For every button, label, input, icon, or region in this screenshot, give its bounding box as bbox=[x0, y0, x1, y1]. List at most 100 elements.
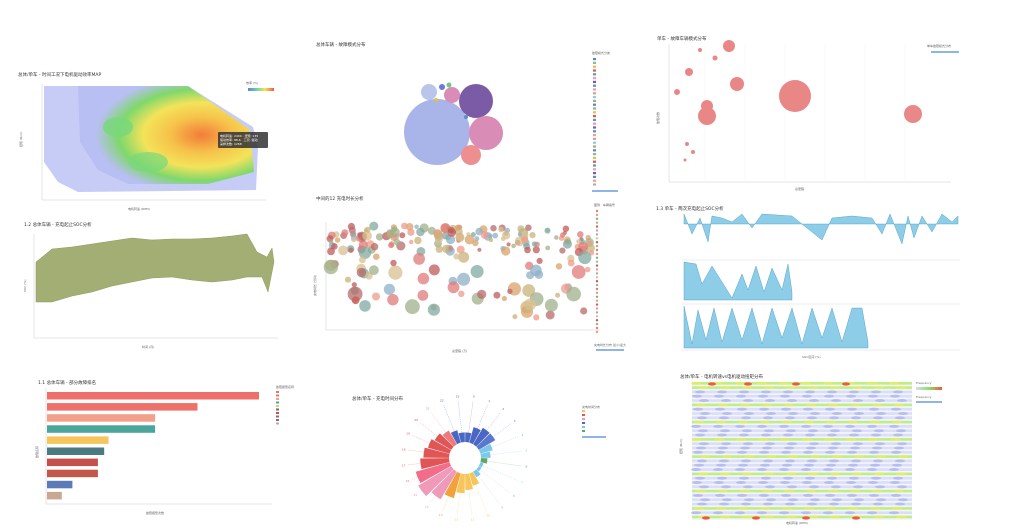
polar-bar[interactable] bbox=[465, 473, 473, 490]
scatter-point[interactable] bbox=[531, 241, 537, 247]
legend-swatch[interactable] bbox=[593, 92, 596, 95]
legend-swatch[interactable] bbox=[593, 126, 596, 129]
polar-bar[interactable] bbox=[480, 458, 488, 464]
scatter-point[interactable] bbox=[351, 296, 360, 305]
legend-swatch[interactable] bbox=[593, 134, 596, 137]
scatter-point[interactable] bbox=[470, 265, 484, 278]
legend-swatch[interactable] bbox=[593, 141, 596, 144]
scatter-point[interactable] bbox=[555, 292, 561, 298]
polar-bar[interactable] bbox=[476, 466, 482, 472]
polar-bar[interactable] bbox=[428, 439, 452, 454]
scatter-point[interactable] bbox=[341, 229, 349, 237]
legend-swatch[interactable] bbox=[593, 179, 596, 182]
scatter-point[interactable] bbox=[435, 245, 443, 253]
scatter-point[interactable] bbox=[348, 247, 354, 253]
scatter-point[interactable] bbox=[457, 272, 471, 286]
scatter-point[interactable] bbox=[417, 290, 429, 301]
scatter-point[interactable] bbox=[359, 300, 371, 312]
legend-swatch[interactable] bbox=[593, 172, 596, 175]
scatter-point[interactable] bbox=[417, 272, 430, 285]
legend-swatch[interactable] bbox=[593, 149, 596, 152]
legend-swatch[interactable] bbox=[595, 209, 599, 213]
legend-swatch[interactable] bbox=[276, 408, 279, 411]
scatter-point[interactable] bbox=[369, 265, 379, 276]
scatter-point[interactable] bbox=[544, 298, 558, 312]
legend-swatch[interactable] bbox=[595, 322, 599, 326]
legend-swatch[interactable] bbox=[595, 272, 599, 275]
polar-bar[interactable] bbox=[431, 469, 457, 500]
scatter-point[interactable] bbox=[414, 236, 422, 245]
legend-swatch[interactable] bbox=[593, 69, 596, 72]
bar[interactable] bbox=[47, 436, 109, 444]
legend-swatch[interactable] bbox=[593, 103, 596, 106]
scatter-point[interactable] bbox=[506, 242, 511, 247]
scatter-point[interactable] bbox=[401, 222, 408, 230]
scatter-point[interactable] bbox=[405, 299, 420, 315]
legend-swatch[interactable] bbox=[593, 122, 596, 125]
legend-swatch[interactable] bbox=[593, 61, 596, 64]
bar[interactable] bbox=[47, 392, 259, 400]
scatter-point[interactable] bbox=[456, 245, 465, 254]
legend-swatch[interactable] bbox=[595, 264, 599, 267]
scatter-point[interactable] bbox=[480, 231, 489, 239]
legend-swatch[interactable] bbox=[595, 299, 599, 302]
scatter-point[interactable] bbox=[517, 232, 522, 237]
legend-swatch[interactable] bbox=[595, 276, 599, 279]
legend-swatch[interactable] bbox=[595, 283, 599, 287]
scatter-point[interactable] bbox=[338, 245, 348, 256]
scatter-point[interactable] bbox=[455, 228, 463, 236]
polar-bar[interactable] bbox=[478, 462, 484, 468]
bar[interactable] bbox=[47, 491, 62, 500]
scatter-point[interactable] bbox=[393, 238, 401, 246]
polar-bar[interactable] bbox=[465, 432, 472, 443]
legend-swatch[interactable] bbox=[595, 307, 599, 310]
legend-swatch[interactable] bbox=[593, 175, 596, 178]
legend-swatch[interactable] bbox=[593, 137, 596, 140]
scatter-point[interactable] bbox=[555, 263, 563, 270]
legend-swatch[interactable] bbox=[595, 229, 599, 232]
scatter-point[interactable] bbox=[580, 307, 588, 315]
scatter-point[interactable] bbox=[477, 247, 482, 252]
polar-bar[interactable] bbox=[456, 473, 465, 494]
scatter-point[interactable] bbox=[532, 246, 540, 254]
scatter-point[interactable] bbox=[562, 225, 570, 232]
scatter-point[interactable] bbox=[413, 253, 425, 265]
legend-swatch[interactable] bbox=[595, 213, 599, 217]
polar-bar[interactable] bbox=[420, 458, 450, 470]
scatter-point[interactable] bbox=[407, 228, 415, 236]
scatter-point[interactable] bbox=[327, 247, 335, 256]
bar[interactable] bbox=[47, 425, 156, 433]
legend-swatch[interactable] bbox=[276, 405, 279, 407]
scatter-point[interactable] bbox=[522, 284, 536, 297]
scatter-point[interactable] bbox=[554, 235, 559, 240]
scatter-point[interactable] bbox=[445, 234, 456, 245]
scatter-point[interactable] bbox=[458, 290, 465, 297]
scatter-point[interactable] bbox=[356, 267, 367, 278]
polar-bar[interactable] bbox=[442, 430, 457, 447]
bar[interactable] bbox=[47, 458, 98, 467]
polar-bar[interactable] bbox=[469, 471, 480, 486]
scatter-point[interactable] bbox=[347, 286, 363, 302]
polar-bar[interactable] bbox=[423, 447, 450, 458]
scatter-point[interactable] bbox=[507, 288, 513, 294]
scatter-point[interactable] bbox=[323, 259, 339, 275]
polar-bar[interactable] bbox=[469, 427, 481, 445]
scatter-point[interactable] bbox=[501, 295, 507, 302]
scatter-point[interactable] bbox=[351, 282, 357, 288]
legend-swatch[interactable] bbox=[276, 415, 279, 418]
scatter-point[interactable] bbox=[545, 245, 551, 251]
legend-swatch[interactable] bbox=[276, 401, 279, 404]
scatter-point[interactable] bbox=[487, 233, 493, 239]
scatter-point[interactable] bbox=[447, 281, 460, 294]
scatter-point[interactable] bbox=[390, 259, 397, 267]
scatter-point[interactable] bbox=[529, 232, 536, 239]
polar-bar[interactable] bbox=[478, 443, 493, 454]
scatter-point[interactable] bbox=[524, 246, 531, 254]
legend-swatch[interactable] bbox=[595, 225, 599, 228]
polar-bar[interactable] bbox=[444, 471, 461, 499]
scatter-point[interactable] bbox=[566, 286, 581, 302]
scatter-point[interactable] bbox=[578, 250, 592, 265]
legend-swatch[interactable] bbox=[595, 268, 599, 271]
legend-swatch[interactable] bbox=[593, 130, 596, 133]
legend-swatch[interactable] bbox=[595, 311, 599, 314]
